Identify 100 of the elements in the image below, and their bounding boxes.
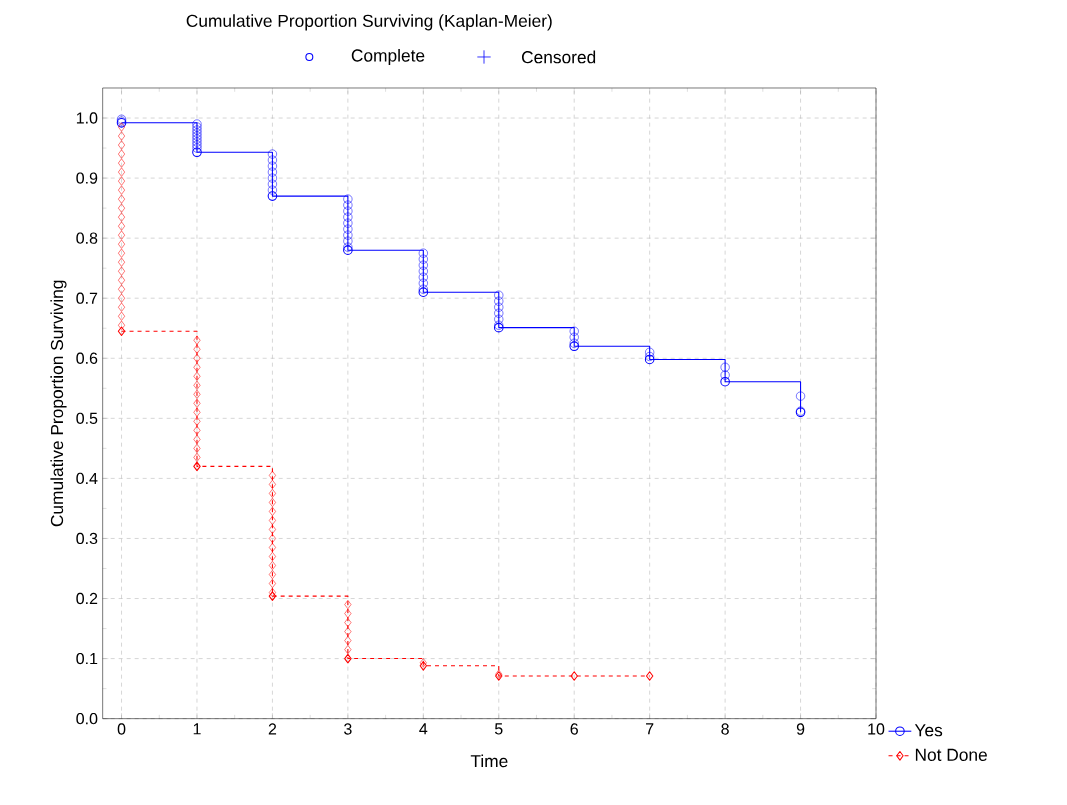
point: [569, 332, 579, 342]
point: [118, 176, 125, 186]
point: [267, 167, 277, 177]
point: [344, 645, 352, 655]
point: [418, 272, 428, 282]
point: [343, 212, 353, 222]
point: [118, 275, 125, 285]
point: [268, 515, 276, 525]
y-tick-label: 0.8: [76, 232, 98, 244]
point: [192, 147, 202, 158]
point: [118, 131, 125, 141]
point: [118, 257, 125, 267]
point: [418, 260, 428, 270]
point: [118, 167, 125, 177]
point: [118, 203, 125, 213]
point: [193, 425, 201, 435]
point: [494, 314, 504, 324]
point: [118, 212, 125, 222]
point: [796, 391, 806, 401]
point: [117, 326, 126, 337]
point: [418, 287, 429, 298]
legend-label: Not Done: [915, 748, 987, 761]
x-tick-label: 3: [344, 723, 352, 735]
point: [268, 542, 276, 553]
point: [193, 416, 201, 426]
point: [268, 506, 276, 516]
point: [343, 224, 353, 234]
point: [118, 140, 125, 150]
x-tick-label: 0: [117, 723, 126, 735]
point: [569, 338, 579, 348]
x-tick-label: 4: [419, 723, 428, 735]
point: [118, 311, 125, 321]
text: Censored: [521, 50, 596, 64]
x-tick-label: 6: [570, 723, 578, 735]
point: [118, 293, 125, 303]
point: [118, 194, 125, 204]
y-tick-label: 0.6: [76, 352, 98, 364]
point: [494, 302, 504, 312]
x-tick-label: 5: [494, 723, 503, 735]
point: [268, 497, 276, 507]
point: [268, 560, 276, 571]
point: [118, 122, 125, 132]
y-tick-label: 0.4: [76, 472, 98, 485]
x-tick-label: 2: [268, 723, 277, 735]
y-tick-label: 0.5: [76, 412, 98, 424]
point: [268, 578, 276, 589]
point: [118, 230, 125, 240]
point: [268, 591, 277, 601]
x-tick-label: 1: [193, 723, 201, 735]
point: [193, 389, 201, 399]
point: [193, 335, 201, 345]
point: [193, 380, 201, 390]
point: [344, 627, 352, 637]
point: [118, 158, 125, 168]
point: [118, 284, 125, 294]
point: [494, 308, 504, 318]
point: [268, 488, 276, 498]
point: [268, 551, 276, 562]
point: [419, 658, 427, 668]
point: [343, 194, 353, 204]
point: [645, 671, 654, 681]
point: [720, 370, 730, 380]
point: [268, 479, 276, 489]
y-tick-label: 0.7: [76, 292, 98, 304]
point: [569, 341, 580, 352]
point: [419, 660, 428, 671]
point: [494, 290, 504, 300]
point: [267, 155, 277, 165]
x-tick-label: 7: [646, 723, 654, 735]
point: [268, 587, 276, 598]
y-tick-label: 0.1: [76, 652, 98, 665]
x-axis-title: Time: [470, 754, 508, 768]
point: [193, 371, 201, 381]
x-tick-label: 10: [868, 723, 885, 735]
point: [344, 653, 352, 664]
point: [418, 248, 428, 258]
chart-title: Cumulative Proportion Surviving (Kaplan-Meier): [186, 14, 552, 31]
x-tick-label: 8: [721, 723, 729, 735]
point: [193, 461, 201, 472]
point: [118, 248, 125, 258]
point: [118, 221, 125, 231]
point: [720, 362, 730, 372]
point: [193, 362, 201, 372]
point: [118, 185, 125, 195]
point: [193, 398, 201, 408]
point: [193, 407, 201, 417]
point: [343, 230, 353, 240]
y-tick-label: 0.9: [76, 172, 98, 184]
point: [267, 185, 277, 195]
point: [418, 254, 428, 264]
point: [267, 191, 278, 201]
point: [193, 443, 201, 453]
y-tick-label: 0.3: [76, 532, 98, 545]
point: [118, 320, 125, 330]
point: [118, 239, 125, 249]
point: [344, 600, 352, 610]
text: Complete: [351, 48, 425, 66]
point: [344, 636, 352, 646]
point: [645, 347, 655, 357]
point: [720, 376, 730, 387]
